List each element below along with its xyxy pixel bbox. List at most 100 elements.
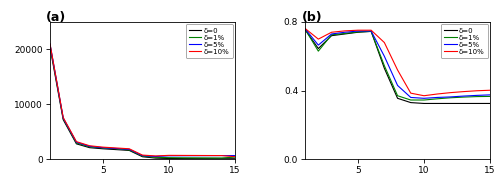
- δ=0: [487, 102, 493, 104]
- δ=1%: [218, 157, 224, 159]
- δ=1%: [232, 156, 238, 158]
- δ=5%: [342, 31, 347, 33]
- δ=0: [302, 29, 308, 31]
- δ=5%: [47, 43, 53, 45]
- Legend: δ=0, δ=1%, δ=5%, δ=10%: δ=0, δ=1%, δ=5%, δ=10%: [186, 24, 233, 58]
- δ=10%: [408, 92, 414, 94]
- δ=5%: [206, 154, 212, 157]
- Text: (b): (b): [302, 11, 322, 24]
- δ=5%: [232, 154, 238, 157]
- δ=5%: [113, 147, 119, 150]
- δ=1%: [328, 34, 334, 36]
- δ=5%: [460, 95, 466, 97]
- Line: δ=1%: δ=1%: [305, 29, 490, 100]
- δ=5%: [448, 96, 454, 98]
- δ=1%: [192, 157, 198, 159]
- δ=0: [316, 47, 322, 50]
- δ=0: [152, 157, 158, 159]
- δ=10%: [86, 145, 92, 147]
- δ=0: [408, 102, 414, 104]
- δ=1%: [140, 155, 145, 157]
- δ=1%: [152, 156, 158, 158]
- δ=0: [166, 157, 172, 160]
- δ=10%: [355, 29, 361, 31]
- δ=5%: [60, 117, 66, 119]
- δ=10%: [448, 92, 454, 94]
- Line: δ=10%: δ=10%: [50, 44, 235, 157]
- Line: δ=10%: δ=10%: [305, 29, 490, 96]
- δ=0: [74, 143, 80, 145]
- δ=0: [342, 33, 347, 35]
- δ=10%: [60, 116, 66, 119]
- δ=1%: [394, 95, 400, 97]
- δ=10%: [140, 154, 145, 156]
- δ=10%: [474, 90, 480, 92]
- δ=1%: [206, 157, 212, 159]
- δ=1%: [487, 95, 493, 98]
- δ=0: [368, 30, 374, 33]
- δ=0: [218, 158, 224, 160]
- δ=5%: [218, 154, 224, 157]
- δ=1%: [74, 142, 80, 144]
- δ=1%: [47, 44, 53, 46]
- Line: δ=0: δ=0: [305, 30, 490, 103]
- δ=5%: [74, 141, 80, 143]
- δ=1%: [474, 96, 480, 98]
- Text: (a): (a): [46, 11, 66, 24]
- δ=10%: [113, 147, 119, 149]
- δ=10%: [302, 27, 308, 30]
- δ=10%: [152, 155, 158, 157]
- δ=5%: [316, 44, 322, 46]
- δ=5%: [152, 155, 158, 158]
- δ=0: [113, 149, 119, 151]
- δ=10%: [206, 154, 212, 157]
- δ=5%: [140, 154, 145, 157]
- δ=5%: [382, 55, 388, 57]
- δ=0: [100, 148, 106, 150]
- δ=5%: [421, 97, 427, 99]
- δ=5%: [408, 96, 414, 98]
- δ=10%: [342, 30, 347, 32]
- δ=10%: [394, 69, 400, 71]
- δ=1%: [421, 99, 427, 101]
- δ=10%: [421, 95, 427, 97]
- δ=1%: [408, 99, 414, 101]
- δ=1%: [179, 157, 185, 159]
- δ=10%: [218, 154, 224, 157]
- δ=5%: [474, 94, 480, 96]
- δ=5%: [355, 30, 361, 32]
- δ=10%: [316, 38, 322, 40]
- δ=10%: [460, 91, 466, 93]
- δ=1%: [100, 147, 106, 149]
- δ=10%: [382, 41, 388, 44]
- δ=10%: [166, 154, 172, 156]
- δ=1%: [342, 32, 347, 35]
- δ=0: [192, 158, 198, 160]
- δ=5%: [368, 30, 374, 32]
- δ=5%: [126, 148, 132, 150]
- δ=0: [140, 156, 145, 158]
- δ=5%: [179, 155, 185, 157]
- δ=1%: [368, 30, 374, 33]
- δ=0: [47, 46, 53, 48]
- δ=10%: [328, 31, 334, 33]
- δ=5%: [100, 147, 106, 149]
- δ=10%: [100, 146, 106, 148]
- δ=5%: [394, 84, 400, 87]
- δ=0: [394, 97, 400, 99]
- δ=0: [448, 102, 454, 104]
- δ=5%: [434, 96, 440, 98]
- δ=1%: [126, 149, 132, 151]
- δ=1%: [60, 117, 66, 120]
- δ=10%: [74, 141, 80, 143]
- δ=10%: [126, 148, 132, 150]
- δ=10%: [47, 43, 53, 45]
- δ=1%: [86, 146, 92, 148]
- δ=1%: [166, 157, 172, 159]
- δ=5%: [166, 155, 172, 157]
- δ=10%: [487, 89, 493, 91]
- δ=1%: [382, 65, 388, 67]
- δ=0: [421, 102, 427, 104]
- δ=5%: [328, 33, 334, 35]
- δ=10%: [232, 156, 238, 158]
